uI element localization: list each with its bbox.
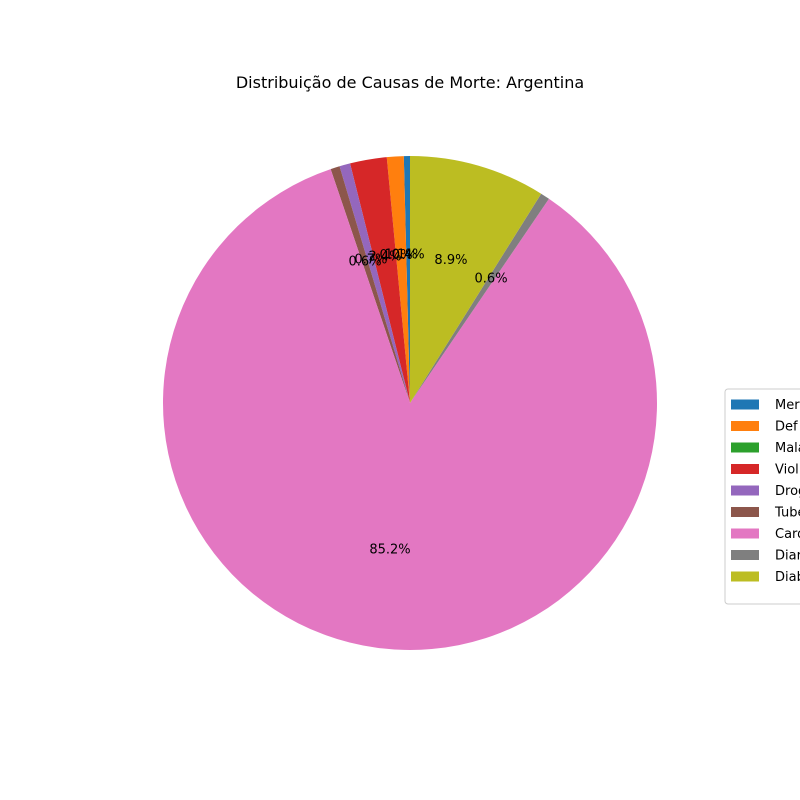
pie-percent-label: 0.6% <box>349 254 382 269</box>
pie-slice-mer <box>403 156 410 403</box>
pie-percent-label: 85.2% <box>369 542 410 557</box>
pie-slice-viol <box>350 157 410 403</box>
legend-label: Def <box>775 420 798 435</box>
pie-percent-label: 0.6% <box>475 271 508 286</box>
legend: Mer Def Mala Viol Drog Tube Card Diar Diab <box>724 388 800 605</box>
legend-swatch <box>731 464 759 474</box>
pie-percent-label: 2.4% <box>368 249 401 264</box>
legend-swatch <box>731 571 759 582</box>
legend-label: Mala <box>775 441 800 456</box>
pie-percent-label: 1.1% <box>385 248 418 263</box>
legend-label: Diar <box>775 549 800 564</box>
legend-label: Drog <box>775 484 800 499</box>
pie-percent-label: 0.0% <box>380 248 413 263</box>
legend-swatch <box>731 485 759 496</box>
legend-label: Mer <box>775 398 800 413</box>
legend-swatch <box>731 507 759 517</box>
legend-label: Diab <box>775 570 800 585</box>
legend-swatch <box>731 550 759 560</box>
legend-label: Viol <box>775 463 799 478</box>
pie-slice-diab <box>410 156 542 403</box>
pie-slice-tube <box>330 166 410 403</box>
legend-swatch <box>731 421 759 431</box>
legend-label: Card <box>775 527 800 542</box>
pie-slices <box>163 156 658 650</box>
pie-percent-label: 8.9% <box>434 253 467 268</box>
pie-slice-diar <box>410 193 549 403</box>
chart-title: Distribuição de Causas de Morte: Argenti… <box>236 73 584 92</box>
pie-percent-label: 0.7% <box>354 253 387 268</box>
legend-swatch <box>731 528 759 539</box>
legend-swatch <box>731 442 759 453</box>
legend-swatch <box>731 399 759 410</box>
pie-slice-card <box>163 169 658 650</box>
legend-label: Tube <box>774 506 800 521</box>
pie-percent-labels: 0.4%1.1%0.0%2.4%0.7%0.6%85.2%0.6%8.9% <box>349 247 508 557</box>
pie-slice-def <box>386 156 410 403</box>
pie-percent-label: 0.4% <box>392 247 425 262</box>
pie-slice-drog <box>339 163 410 403</box>
